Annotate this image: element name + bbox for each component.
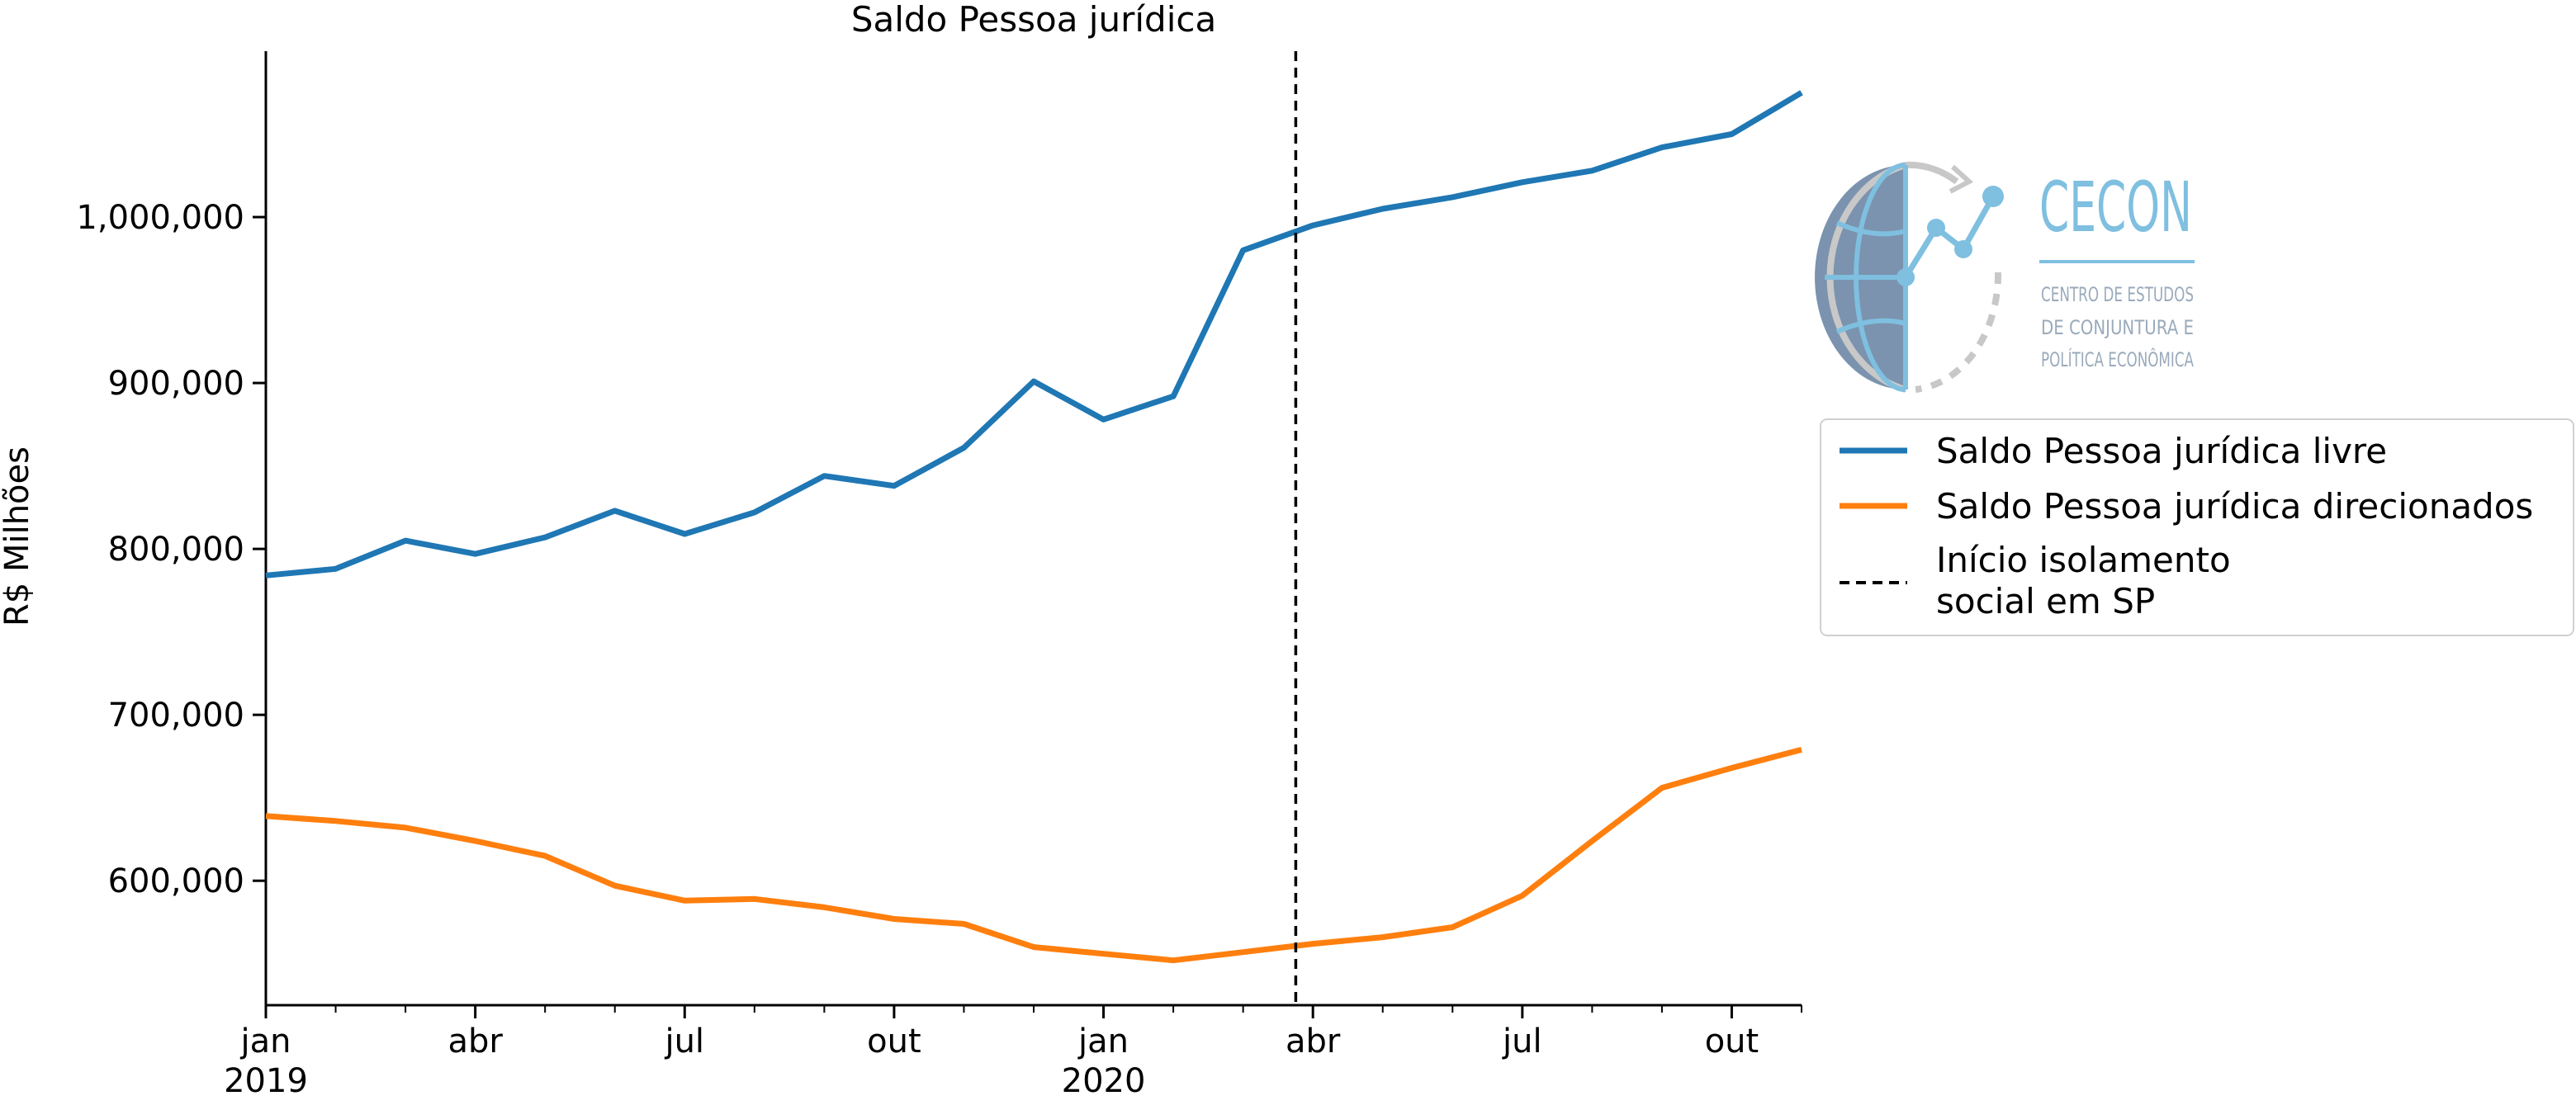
y-tick-label: 600,000 [108, 862, 244, 900]
legend-box [1820, 418, 2574, 636]
x-tick-year: 2020 [1062, 1062, 1146, 1100]
x-tick-label: jan [1077, 1023, 1129, 1060]
x-tick-year: 2019 [224, 1062, 308, 1100]
y-tick-label: 900,000 [108, 365, 244, 403]
legend-label-direcionados: Saldo Pessoa jurídica direcionados [1936, 486, 2533, 527]
x-tick-label: jul [664, 1023, 704, 1060]
legend-label-vline-1: Início isolamento [1936, 540, 2231, 580]
logo-line-2: DE CONJUNTURA E [2041, 316, 2194, 339]
x-tick-label: jul [1502, 1023, 1542, 1060]
logo-name: CECON [2039, 167, 2192, 248]
x-tick-label: jan [240, 1023, 291, 1060]
logo-line-3: POLÍTICA ECONÔMICA [2041, 347, 2194, 371]
globe-chart-icon [1815, 161, 2004, 393]
legend: Saldo Pessoa jurídica livre Saldo Pessoa… [1820, 418, 2574, 636]
axes [264, 51, 1802, 1007]
logo-line-1: CENTRO DE ESTUDOS [2041, 283, 2194, 306]
legend-label-livre: Saldo Pessoa jurídica livre [1936, 431, 2387, 471]
x-tick-label: abr [447, 1023, 503, 1060]
y-axis-ticks: 600,000 700,000 800,000 900,000 1,000,000 [76, 199, 266, 900]
y-axis-label: R$ Milhões [0, 446, 36, 626]
x-tick-label: out [1705, 1023, 1759, 1060]
chart-title: Saldo Pessoa jurídica [851, 0, 1216, 40]
y-tick-label: 700,000 [108, 697, 244, 734]
x-tick-label: abr [1286, 1023, 1341, 1060]
series-line-livre [265, 90, 1803, 579]
y-tick-label: 800,000 [108, 531, 244, 569]
x-tick-label: out [867, 1023, 921, 1060]
series-lines [265, 90, 1803, 964]
legend-label-vline-2: social em SP [1936, 581, 2155, 621]
cecon-logo: CECON CENTRO DE ESTUDOS DE CONJUNTURA E … [1815, 161, 2195, 393]
series-line-direcionados [265, 747, 1802, 964]
y-tick-label: 1,000,000 [76, 199, 244, 237]
